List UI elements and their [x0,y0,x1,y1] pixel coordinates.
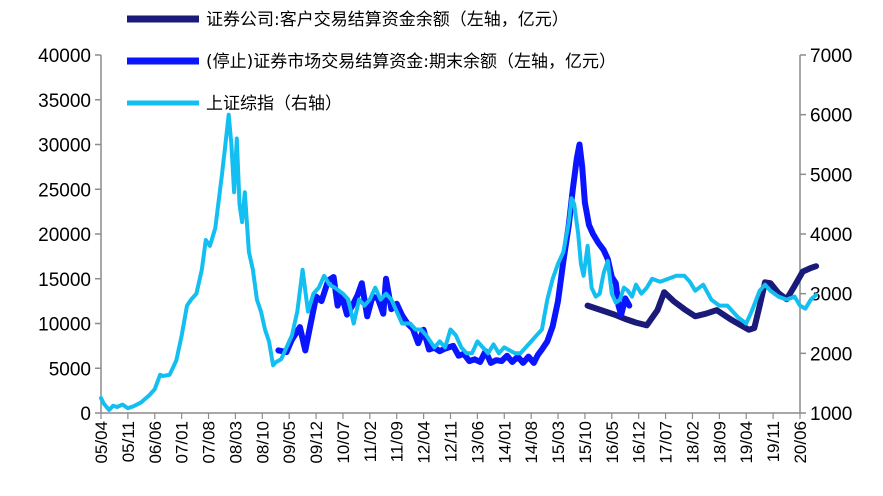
right-tick-label: 3000 [810,285,852,306]
legend: 证券公司:客户交易结算资金余额（左轴，亿元） (停止)证券市场交易结算资金:期末… [127,10,616,114]
x-axis-ticks: 05/04 05/11 06/06 07/01 07/08 08/03 08/10 09/05… [92,413,810,464]
x-tick-label: 19/04 [737,421,756,464]
left-tick-label: 0 [80,404,91,425]
x-tick-label: 15/03 [549,421,568,464]
x-tick-label: 14/01 [495,421,514,464]
x-tick-label: 07/01 [173,421,192,464]
right-tick-label: 7000 [810,46,852,67]
right-tick-label: 6000 [810,106,852,127]
legend-label-series3: 上证综指（右轴） [206,94,342,114]
x-tick-label: 09/12 [307,421,326,464]
x-tick-label: 12/11 [442,421,461,462]
x-tick-label: 20/06 [791,421,810,464]
left-tick-label: 35000 [38,91,91,112]
right-tick-label: 4000 [810,225,852,246]
x-tick-label: 16/05 [603,421,622,464]
x-tick-label: 16/12 [630,421,649,464]
x-tick-label: 05/04 [92,421,111,464]
right-axis-ticks: 1000 2000 3000 4000 5000 6000 7000 [800,46,852,425]
x-tick-label: 18/02 [683,421,702,464]
x-tick-label: 12/04 [415,421,434,464]
x-tick-label: 11/09 [388,421,407,462]
left-tick-label: 5000 [49,359,91,380]
x-tick-label: 18/09 [710,421,729,464]
right-tick-label: 1000 [810,404,852,425]
left-tick-label: 30000 [38,136,91,157]
x-tick-label: 09/05 [280,421,299,464]
series-layer [99,112,820,412]
left-tick-label: 25000 [38,180,91,201]
right-tick-label: 5000 [810,165,852,186]
left-tick-label: 15000 [38,270,91,291]
left-tick-label: 40000 [38,46,91,67]
x-tick-label: 14/08 [522,421,541,464]
legend-label-series2: (停止)证券市场交易结算资金:期末余额（左轴，亿元） [206,52,616,72]
legend-label-series1: 证券公司:客户交易结算资金余额（左轴，亿元） [206,10,569,30]
x-tick-label: 19/11 [764,421,783,462]
x-tick-label: 07/08 [200,421,219,464]
x-tick-label: 11/02 [361,421,380,462]
x-tick-label: 05/11 [119,421,138,462]
x-tick-label: 17/07 [657,421,676,464]
left-tick-label: 20000 [38,225,91,246]
x-tick-label: 15/10 [576,421,595,464]
series-line-2 [275,141,633,366]
x-tick-label: 08/10 [253,421,272,464]
left-axis-ticks: 0 5000 10000 15000 20000 25000 30000 35000 40000 [38,46,101,425]
x-tick-label: 13/06 [468,421,487,464]
left-tick-label: 10000 [38,315,91,336]
right-tick-label: 2000 [810,344,852,365]
series-line-3 [99,112,819,412]
x-tick-label: 10/07 [334,421,353,464]
x-tick-label: 08/03 [226,421,245,464]
x-tick-label: 06/06 [146,421,165,464]
